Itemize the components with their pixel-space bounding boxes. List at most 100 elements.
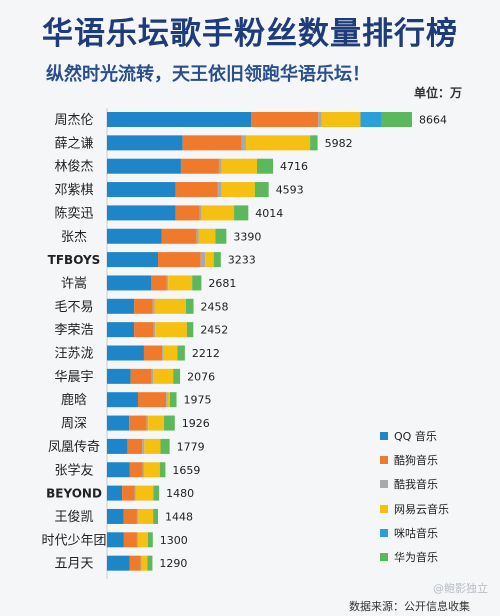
bar-segment xyxy=(200,252,206,268)
legend-swatch xyxy=(380,504,388,513)
bar-segment xyxy=(321,112,361,127)
bar-segment xyxy=(360,112,382,127)
bar-segment xyxy=(107,345,144,361)
bar-segment xyxy=(221,158,257,174)
bar-segment xyxy=(241,135,247,151)
bar-segment xyxy=(166,392,168,408)
data-label: 1290 xyxy=(159,557,187,570)
bar-segment xyxy=(107,298,135,314)
category-label: BEYOND xyxy=(46,487,102,501)
bar-segment xyxy=(160,438,170,454)
data-label: 1480 xyxy=(166,487,194,500)
legend-item: 酷狗音乐 xyxy=(380,448,490,472)
bar-segment xyxy=(166,275,169,291)
bar-segment xyxy=(107,228,162,244)
bar-segment xyxy=(185,298,194,314)
bar-segment xyxy=(148,415,165,431)
bar-segment xyxy=(107,485,123,501)
legend-swatch xyxy=(380,553,388,562)
data-label: 1926 xyxy=(182,417,210,430)
bar-segment xyxy=(107,205,176,221)
bar-segment xyxy=(246,135,311,151)
legend-swatch xyxy=(380,456,388,465)
bar-segment xyxy=(107,415,130,431)
bar-segment xyxy=(170,392,177,408)
bar-segment xyxy=(147,532,153,548)
bar-segment xyxy=(152,298,155,314)
bar-segment xyxy=(381,112,412,127)
bar-segment xyxy=(153,368,174,384)
bar-segment xyxy=(162,345,164,361)
bar-segment xyxy=(159,462,166,478)
bar-segment xyxy=(196,228,199,244)
category-label: 张学友 xyxy=(54,462,93,478)
bar-segment xyxy=(107,158,181,174)
category-label: 五月天 xyxy=(54,557,93,572)
bar-segment xyxy=(107,368,131,384)
category-label: 许嵩 xyxy=(61,276,87,291)
bar-segment xyxy=(140,555,142,571)
unit-label: 单位：万 xyxy=(413,86,462,100)
category-label: 时代少年团 xyxy=(41,533,106,548)
bar-segment xyxy=(158,252,201,268)
data-label: 4014 xyxy=(255,207,283,220)
category-label: 薛之谦 xyxy=(54,136,93,151)
data-label: 2681 xyxy=(208,277,236,290)
category-label: 陈奕迅 xyxy=(54,205,93,221)
category-label: 周深 xyxy=(61,417,87,432)
bar-segment xyxy=(251,112,319,127)
legend-item: 网易云音乐 xyxy=(380,497,490,521)
bar-segment xyxy=(135,485,154,501)
bar-segment xyxy=(142,462,144,478)
data-label: 4716 xyxy=(280,160,308,173)
data-label: 1659 xyxy=(172,464,200,477)
bar-segment xyxy=(151,368,154,384)
bar-segment xyxy=(168,275,193,291)
data-label: 4593 xyxy=(276,184,304,197)
legend-item: 华为音乐 xyxy=(380,545,490,569)
bar-segment xyxy=(122,485,135,501)
bar-segment xyxy=(163,345,178,361)
bar-segment xyxy=(107,112,252,127)
category-label: 王俊凯 xyxy=(54,510,93,525)
legend-label: 网易云音乐 xyxy=(394,502,449,516)
bar-segment xyxy=(234,205,249,221)
data-label: 2452 xyxy=(200,324,228,337)
bar-segment xyxy=(130,368,152,384)
bar-segment xyxy=(153,322,156,338)
data-label: 1779 xyxy=(177,440,205,453)
bar-segment xyxy=(107,555,130,571)
category-label: 凤凰传奇 xyxy=(48,439,100,455)
data-label: 5982 xyxy=(325,137,353,150)
watermark: @鲍影独立 xyxy=(433,582,488,595)
category-label: 张杰 xyxy=(61,230,87,245)
bar-segment xyxy=(167,392,171,408)
bar-segment xyxy=(151,275,167,291)
bar-segment xyxy=(318,112,322,127)
source-note: 数据来源：公开信息收集 xyxy=(349,600,470,613)
bar-segment xyxy=(107,392,138,408)
category-label: 林俊杰 xyxy=(54,160,93,175)
bar-segment xyxy=(186,322,194,338)
legend-item: 酷我音乐 xyxy=(380,472,490,496)
bar-segment xyxy=(173,368,181,384)
bar-segment xyxy=(205,252,214,268)
bar-segment xyxy=(134,322,154,338)
legend-label: 酷狗音乐 xyxy=(394,454,438,468)
bar-segment xyxy=(180,158,219,174)
bar-segment xyxy=(254,182,269,198)
bar-segment xyxy=(137,532,148,548)
data-label: 2212 xyxy=(192,347,220,360)
bar-segment xyxy=(213,252,221,268)
data-label: 1448 xyxy=(165,510,193,523)
bar-segment xyxy=(107,508,124,524)
category-label: 华晨宇 xyxy=(54,370,93,385)
bar-segment xyxy=(127,438,143,454)
legend-label: 华为音乐 xyxy=(394,551,438,565)
data-label: 2076 xyxy=(187,370,215,383)
bar-segment xyxy=(164,415,175,431)
legend-swatch xyxy=(380,480,388,489)
bar-segment xyxy=(142,438,145,454)
bar-segment xyxy=(143,345,163,361)
